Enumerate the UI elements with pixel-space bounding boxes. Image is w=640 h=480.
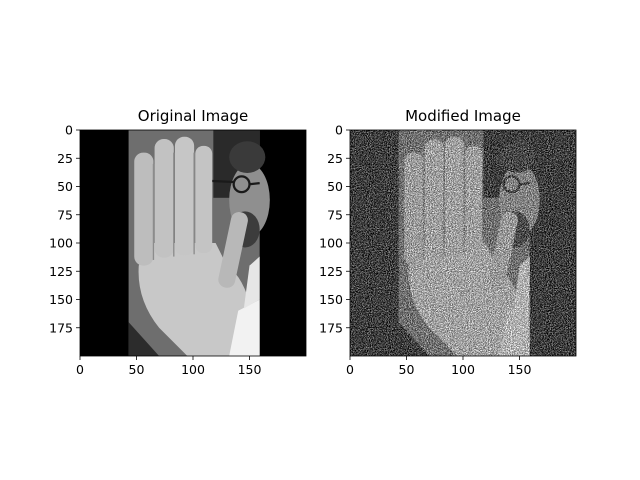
y-tick-label: 125 [49,264,73,279]
panel-title: Original Image [138,107,248,125]
y-tick-label: 0 [65,123,73,138]
y-tick-label: 0 [335,123,343,138]
y-tick-label: 75 [327,207,343,222]
panel-original: Original Image 0 50 100 150 0 25 50 75 100 125 150 1… [49,107,307,377]
y-tick-label: 25 [57,151,73,166]
noise-overlay [350,130,576,356]
x-tick-label: 100 [451,362,475,377]
x-tick-label: 100 [181,362,205,377]
y-tick-label: 75 [57,207,73,222]
x-tick-label: 50 [399,362,415,377]
y-tick-label: 175 [319,320,343,335]
y-tick-label: 150 [49,292,73,307]
y-tick-label: 25 [327,151,343,166]
y-tick-label: 100 [49,236,73,251]
x-tick-label: 150 [508,362,532,377]
y-tick-label: 125 [319,264,343,279]
x-tick-label: 150 [238,362,262,377]
image-original [80,130,306,356]
y-tick-label: 175 [49,320,73,335]
y-tick-label: 150 [319,292,343,307]
image-modified [350,130,576,356]
panel-title: Modified Image [405,107,521,125]
panel-modified: Modified Image 0 50 100 150 0 25 50 75 100 125 150 1… [319,107,577,377]
x-tick-label: 50 [129,362,145,377]
x-tick-label: 0 [76,362,84,377]
y-tick-label: 100 [319,236,343,251]
x-tick-label: 0 [346,362,354,377]
y-tick-label: 50 [57,179,73,194]
y-tick-label: 50 [327,179,343,194]
